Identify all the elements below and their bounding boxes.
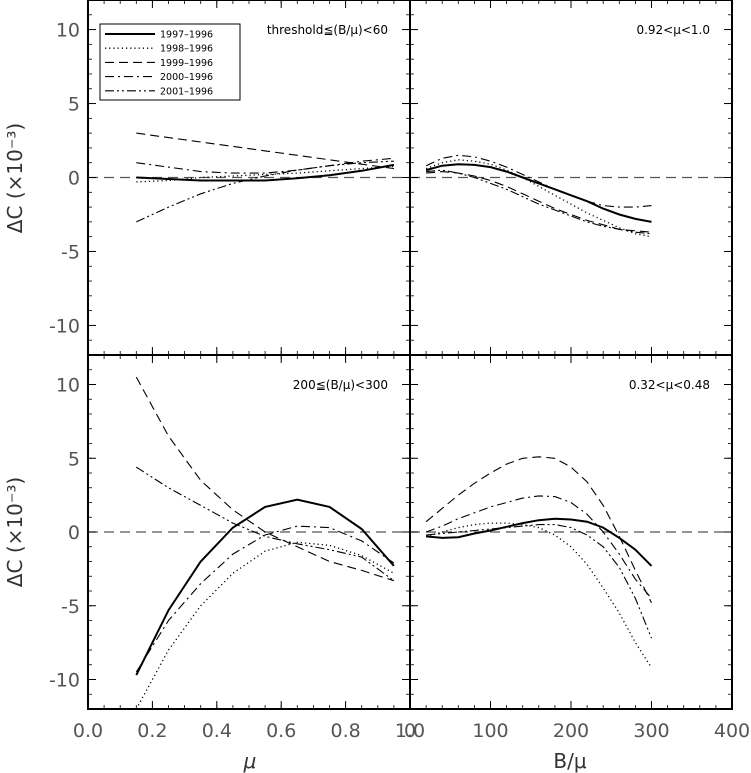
x-tick-label: 0.4 <box>202 720 232 742</box>
series-line-2000–1996 <box>425 495 652 599</box>
series-line-1997–1996 <box>136 163 395 182</box>
legend-label: 2001–1996 <box>160 86 213 97</box>
y-tick-label: -5 <box>61 596 80 618</box>
legend-label: 1997–1996 <box>160 30 213 41</box>
y-tick-label: -10 <box>49 315 80 337</box>
y-tick-label: -5 <box>61 241 80 263</box>
x-tick-label: 1.0 <box>395 720 425 742</box>
series-line-1999–1996 <box>135 376 395 582</box>
series-line-2000–1996 <box>136 157 394 174</box>
series-line-1999–1996 <box>425 456 652 604</box>
x-tick-label: 0.0 <box>73 720 103 742</box>
legend-label: 1998–1996 <box>160 44 213 55</box>
series-line-1997–1996 <box>425 163 652 223</box>
panel-annotation: 0.32<μ<0.48 <box>629 378 710 392</box>
series-line-1997–1996 <box>426 517 653 567</box>
series-line-2001–1996 <box>426 169 652 235</box>
series-line-2001–1996 <box>136 160 394 223</box>
panel-top-right: 0.92<μ<1.0 <box>409 0 733 356</box>
panel-bottom-left: -10 -5 0 5 10 0.0 0.2 0.4 0.6 0.8 1.0 200≦(B/μ)<300 <box>49 354 425 742</box>
series-line-1998–1996 <box>136 165 394 183</box>
x-tick-label: 0.6 <box>266 720 296 742</box>
x-axis-title-left: μ <box>243 749 257 773</box>
series-line-2000–1996 <box>135 525 395 673</box>
x-tick-label: 200 <box>553 720 589 742</box>
legend-label: 2000–1996 <box>160 72 213 83</box>
y-tick-label: 0 <box>68 168 80 190</box>
y-axis-title-top: ΔC (×10⁻³) <box>3 123 27 233</box>
series-line-1999–1996 <box>426 171 652 233</box>
x-tick-label: 400 <box>714 720 750 742</box>
panel-annotation: threshold≦(B/μ)<60 <box>267 23 388 37</box>
series-line-1998–1996 <box>425 522 653 669</box>
panel-top-left: -10 -5 0 5 10 threshold≦(B/μ)<60 1997–1996 1998… <box>49 0 411 356</box>
y-tick-label: -10 <box>49 670 80 692</box>
x-tick-label: 100 <box>472 720 508 742</box>
x-tick-label: 0 <box>404 720 416 742</box>
y-tick-label: 10 <box>56 20 80 42</box>
series-line-2000–1996 <box>425 154 652 208</box>
panel-annotation: 200≦(B/μ)<300 <box>293 378 388 392</box>
x-tick-label: 0.2 <box>137 720 167 742</box>
series-line-2001–1996 <box>136 466 395 582</box>
x-tick-label: 300 <box>633 720 669 742</box>
series-line-1997–1996 <box>135 498 395 676</box>
y-axis-title-bottom: ΔC (×10⁻³) <box>3 477 27 587</box>
series-line-1998–1996 <box>135 541 395 710</box>
panel-annotation: 0.92<μ<1.0 <box>636 23 710 37</box>
y-tick-label: 0 <box>68 522 80 544</box>
series-line-1998–1996 <box>425 159 652 238</box>
panel-bottom-right: 0 100 200 300 400 0.32<μ<0.48 <box>404 354 750 742</box>
x-tick-label: 0.8 <box>330 720 360 742</box>
legend-label: 1999–1996 <box>160 58 213 69</box>
x-axis-title-right: B/μ <box>553 749 586 773</box>
series-line-2001–1996 <box>426 524 653 639</box>
y-tick-label: 10 <box>56 375 80 397</box>
legend-box <box>99 23 241 101</box>
panels: -10 -5 0 5 10 threshold≦(B/μ)<60 1997–1996 1998… <box>49 0 750 742</box>
y-tick-label: 5 <box>68 94 80 116</box>
y-tick-label: 5 <box>68 448 80 470</box>
